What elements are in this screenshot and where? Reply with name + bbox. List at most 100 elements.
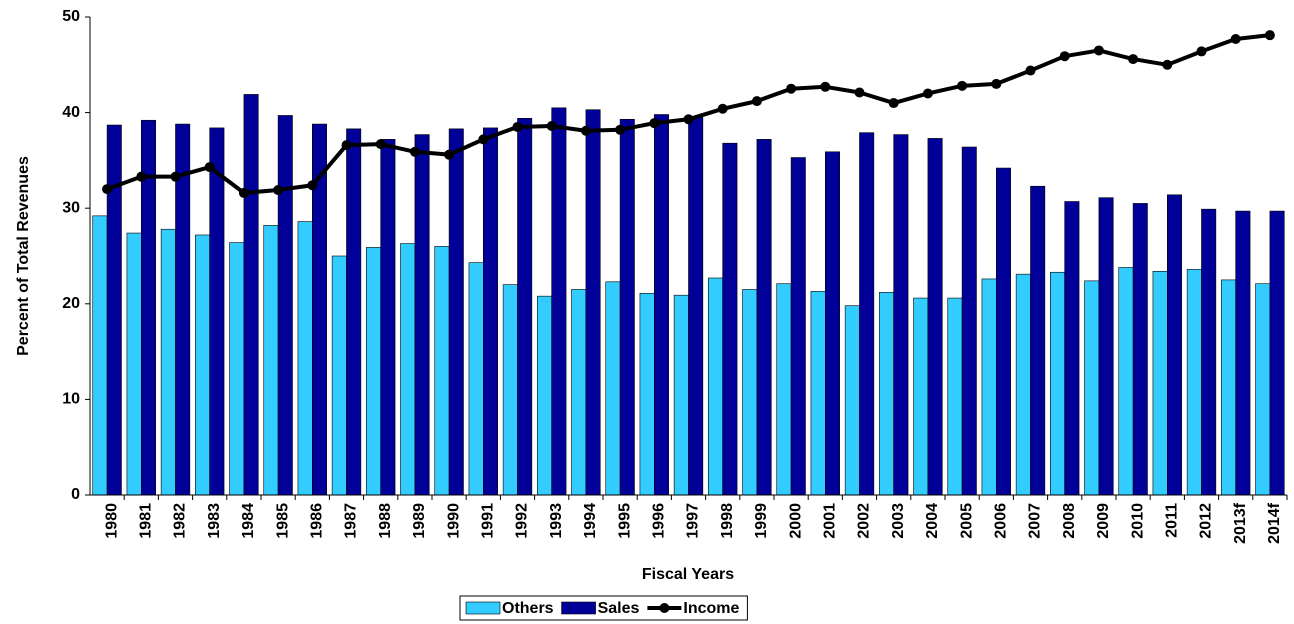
x-tick-label: 2002 [856, 503, 873, 539]
bar [126, 232, 142, 496]
x-tick-label: 1993 [548, 503, 565, 539]
x-tick-label: 1988 [377, 503, 394, 539]
x-tick-label: 2014f [1266, 502, 1283, 544]
x-tick-label: 2003 [890, 503, 907, 539]
bar [195, 234, 210, 496]
line-marker [204, 162, 215, 173]
bar [1221, 279, 1237, 496]
bar [708, 277, 723, 496]
line-marker [615, 124, 626, 135]
bar [297, 221, 313, 496]
bar [1235, 210, 1251, 496]
legend-label: Others [502, 600, 554, 617]
bar [722, 142, 738, 496]
bar [619, 118, 635, 496]
line-marker [1025, 65, 1036, 76]
line-marker [375, 139, 386, 150]
bar [106, 124, 122, 496]
bar [414, 134, 430, 496]
x-tick-label: 1991 [480, 503, 497, 539]
bar [537, 295, 552, 496]
bar [756, 139, 772, 496]
x-tick-label: 1999 [753, 503, 770, 539]
bar [810, 291, 826, 496]
line-marker [478, 134, 489, 145]
line-marker [238, 187, 249, 198]
bar [366, 247, 381, 496]
x-tick-label: 2000 [787, 503, 804, 539]
bar [639, 292, 655, 496]
bar [1255, 283, 1271, 496]
x-tick-label: 2008 [1061, 503, 1078, 539]
line-marker [717, 103, 728, 114]
x-tick-label: 1984 [240, 503, 257, 539]
line-marker [409, 146, 420, 157]
y-tick-label: 30 [62, 199, 80, 216]
line-marker [888, 98, 899, 109]
line-marker [1128, 54, 1139, 65]
line-marker [820, 81, 831, 92]
legend-swatch [561, 601, 596, 615]
bar [571, 289, 587, 496]
bar [380, 139, 396, 496]
bar [653, 114, 669, 496]
bar [844, 305, 860, 496]
x-axis-title: Fiscal Years [642, 566, 734, 583]
bar [1030, 185, 1046, 496]
bar [1084, 280, 1100, 496]
bar [434, 246, 450, 496]
x-tick-label: 2001 [822, 503, 839, 539]
line-marker [341, 140, 352, 151]
line-marker [273, 185, 284, 196]
bar [790, 157, 806, 496]
x-tick-label: 1987 [343, 503, 360, 539]
line-marker [649, 118, 660, 129]
bar [776, 283, 792, 496]
y-tick-label: 20 [62, 295, 80, 312]
bar [346, 128, 362, 496]
bar [243, 94, 259, 496]
x-tick-label: 1986 [309, 503, 326, 539]
bar [995, 167, 1011, 496]
line-marker [170, 171, 181, 182]
bar [688, 116, 704, 496]
bar [1167, 194, 1182, 496]
x-tick-label: 1983 [206, 503, 223, 539]
bar [585, 109, 601, 496]
y-tick-label: 10 [62, 391, 80, 408]
line-marker [1059, 51, 1070, 62]
y-tick-label: 40 [62, 104, 80, 121]
x-tick-label: 2010 [1129, 503, 1146, 539]
legend: Others Sales Income [459, 595, 748, 621]
bar [209, 127, 225, 496]
bar [277, 115, 293, 496]
bar [551, 107, 567, 496]
bar [961, 146, 977, 496]
x-tick-label: 2009 [1095, 503, 1112, 539]
legend-swatch [465, 601, 501, 615]
bar [448, 128, 464, 496]
bar [1098, 197, 1114, 496]
bar [229, 242, 245, 496]
line-marker [751, 96, 762, 107]
bar [1132, 203, 1148, 496]
bar [981, 278, 997, 496]
line-marker [922, 88, 933, 99]
x-tick-label: 1994 [582, 503, 599, 539]
x-tick-label: 1985 [274, 503, 291, 539]
line-marker [683, 114, 694, 125]
x-tick-label: 1990 [445, 503, 462, 539]
line-marker [1093, 45, 1104, 56]
x-tick-label: 2011 [1164, 503, 1181, 538]
bar [1201, 208, 1217, 496]
bar [913, 297, 929, 496]
bar [879, 292, 894, 496]
x-tick-label: 1995 [616, 503, 633, 539]
x-tick-label: 1989 [411, 503, 428, 539]
bar [1118, 267, 1134, 496]
bar [482, 127, 498, 496]
bar [468, 262, 484, 496]
bar [1186, 269, 1202, 496]
bar [673, 294, 689, 496]
